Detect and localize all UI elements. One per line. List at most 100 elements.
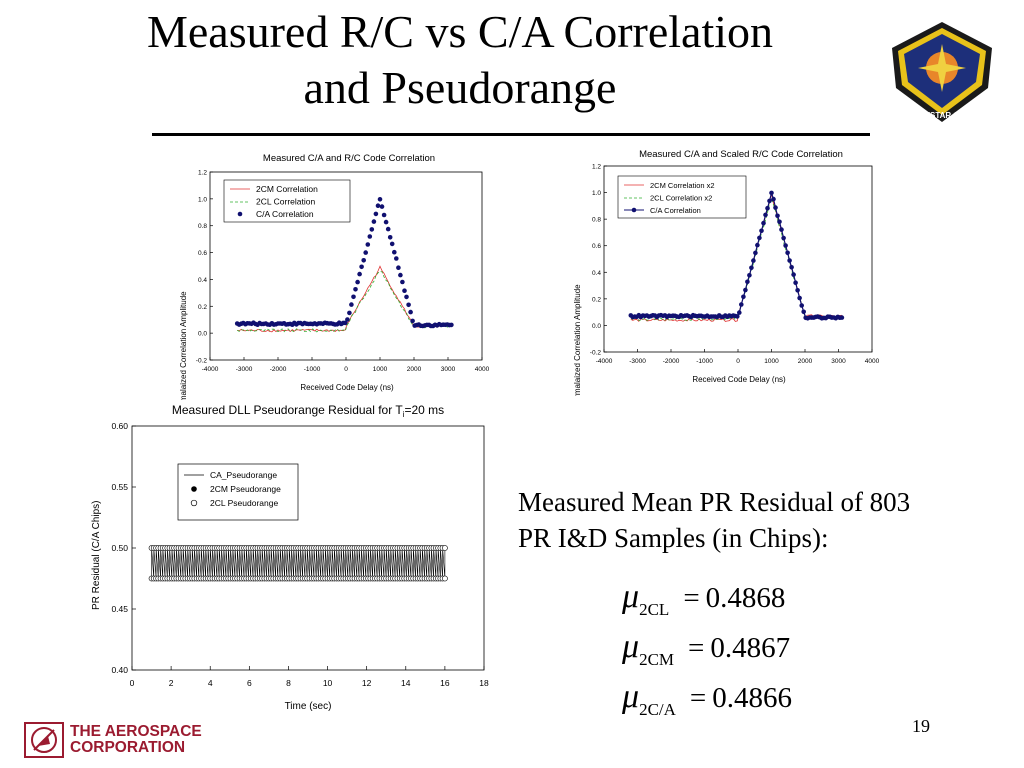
x-axis-label: Received Code Delay (ns) — [300, 383, 394, 392]
ca-correlation-point — [394, 256, 399, 261]
ca-correlation-point — [375, 203, 381, 208]
ca-correlation-point — [737, 310, 742, 315]
ca-correlation-point — [343, 320, 348, 326]
x-tick-label: 3000 — [831, 358, 846, 365]
mu-symbol: μ — [622, 578, 640, 615]
pseudorange-point — [441, 545, 448, 551]
chart-title: Measured C/A and Scaled R/C Code Correla… — [639, 149, 843, 160]
ca-correlation-point — [753, 250, 758, 256]
x-tick-label: -1000 — [304, 366, 321, 373]
mu-symbol: μ — [622, 678, 640, 715]
ca-correlation-point — [743, 287, 748, 293]
ca-correlation-point — [389, 241, 395, 247]
ca-correlation-point — [404, 294, 409, 300]
ca-correlation-point — [779, 227, 784, 232]
legend-label: C/A Correlation — [650, 206, 701, 215]
ca-correlation-point — [408, 309, 413, 315]
y-tick-label: 1.0 — [592, 190, 601, 197]
legend-swatch-ca — [237, 211, 243, 217]
legend-label: CA_Pseudorange — [210, 470, 277, 480]
page-number: 19 — [912, 716, 930, 736]
x-tick-label: 2000 — [407, 366, 422, 373]
y-tick-label: 0.6 — [198, 250, 207, 257]
ca-correlation-point — [755, 242, 760, 248]
y-tick-label: 0.2 — [592, 296, 601, 303]
ca-correlation-point — [757, 235, 762, 241]
ca-correlation-point — [763, 212, 768, 218]
ca-correlation-point — [751, 258, 756, 263]
x-tick-label: 12 — [362, 678, 372, 688]
ca-correlation-point — [355, 279, 360, 285]
y-tick-label: 1.2 — [592, 164, 601, 171]
legend-label: 2CL Pseudorange — [210, 498, 278, 508]
ca-correlation-point — [387, 235, 393, 240]
legend-label: 2CM Correlation x2 — [650, 181, 715, 190]
ca-correlation-point — [361, 258, 366, 263]
stat-subscript: 2CL — [639, 600, 670, 619]
x-tick-label: 1000 — [764, 358, 779, 365]
pseudorange-point — [441, 575, 448, 582]
ca-correlation-point — [363, 250, 368, 255]
stat-value: 0.4867 — [710, 632, 791, 664]
series-ca-pseudorange — [151, 547, 446, 579]
legend-swatch-ca — [631, 207, 637, 213]
y-tick-label: 0.0 — [592, 323, 601, 330]
legend-box — [223, 179, 351, 223]
legend-swatch-2cl — [190, 499, 198, 507]
y-tick-label: 0.8 — [592, 217, 601, 224]
residual-summary: Measured Mean PR Residual of 803 PR I&D … — [518, 484, 1018, 556]
stat-2cm: μ2CM = 0.4867 — [622, 628, 791, 669]
y-tick-label: 0.50 — [111, 543, 128, 553]
ca-correlation-point — [369, 227, 375, 232]
ca-correlation-point — [396, 265, 401, 270]
seal-text: NAVSTAR GPS — [914, 111, 971, 120]
summary-line2: PR I&D Samples (in Chips): — [518, 523, 829, 553]
chart-title: Measured C/A and R/C Code Correlation — [263, 153, 435, 164]
corporation-name: THE AEROSPACE CORPORATION — [70, 724, 202, 756]
x-tick-label: -2000 — [270, 366, 287, 373]
y-axis-label: PR Residual (C/A Chips) — [91, 501, 102, 610]
ca-correlation-point — [400, 279, 405, 285]
x-tick-label: 6 — [247, 678, 252, 688]
ca-correlation-point — [349, 302, 354, 307]
ca-correlation-point — [799, 303, 804, 308]
ca-correlation-point — [745, 279, 750, 285]
stat-value: 0.4868 — [705, 582, 786, 614]
x-tick-label: -3000 — [629, 358, 646, 365]
aerospace-logo-icon — [24, 722, 64, 758]
x-tick-label: 10 — [323, 678, 333, 688]
ca-correlation-point — [789, 265, 794, 270]
y-tick-label: 0.6 — [592, 243, 601, 250]
ca-correlation-point — [353, 287, 358, 292]
ca-correlation-point — [839, 315, 845, 320]
x-tick-label: 1000 — [373, 366, 388, 373]
x-tick-label: 4000 — [865, 358, 880, 365]
ca-correlation-point — [373, 211, 379, 217]
ca-correlation-point — [371, 219, 377, 224]
ca-correlation-point — [385, 226, 391, 232]
mu-symbol: μ — [622, 628, 640, 665]
stat-subscript: 2C/A — [639, 700, 676, 719]
ca-correlation-point — [769, 190, 774, 196]
ca-correlation-point — [392, 249, 397, 255]
chart-title: Measured DLL Pseudorange Residual for Ti… — [172, 403, 444, 419]
y-tick-label: 0.45 — [111, 604, 128, 614]
y-tick-label: 0.4 — [592, 270, 601, 277]
ca-correlation-point — [367, 234, 373, 239]
x-tick-label: -2000 — [663, 358, 680, 365]
stat-subscript: 2CM — [639, 650, 675, 669]
y-tick-label: 0.60 — [111, 421, 128, 431]
x-tick-label: -3000 — [236, 366, 253, 373]
equals-sign: = — [689, 682, 707, 714]
ca-correlation-point — [765, 205, 770, 211]
ca-correlation-point — [749, 265, 754, 271]
x-tick-label: 16 — [440, 678, 450, 688]
ca-correlation-point — [406, 302, 411, 308]
x-tick-label: -1000 — [696, 358, 713, 365]
ca-correlation-point — [785, 250, 790, 256]
x-tick-label: 0 — [736, 358, 740, 365]
legend-label: 2CM Correlation — [256, 184, 318, 194]
ca-correlation-point — [787, 258, 792, 263]
ca-correlation-point — [801, 309, 806, 315]
slide-title: Measured R/C vs C/A Correlation and Pseu… — [40, 4, 880, 116]
